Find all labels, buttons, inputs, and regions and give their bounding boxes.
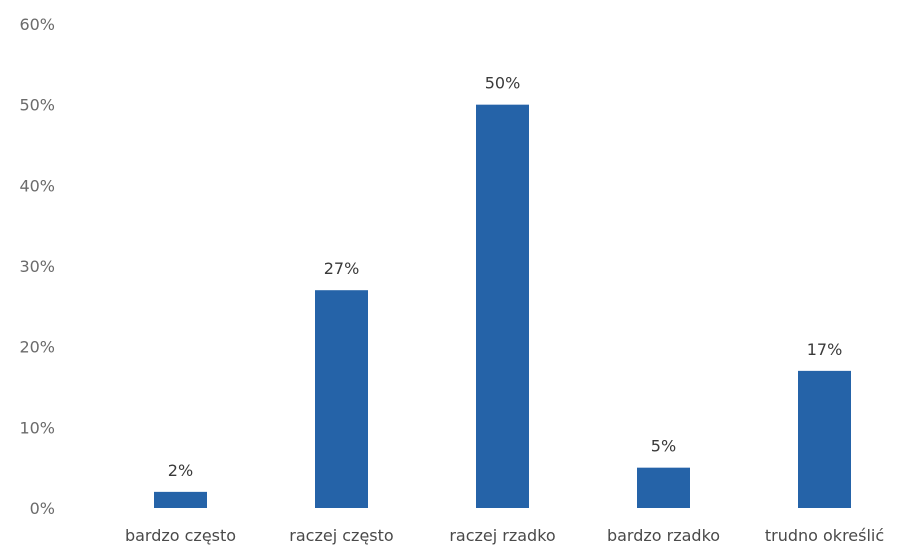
y-tick-label: 0%: [30, 499, 55, 518]
bar: [637, 467, 690, 508]
y-tick-label: 60%: [19, 15, 55, 34]
bar: [154, 491, 207, 508]
x-axis: bardzo często raczej często raczej rzadko b…: [125, 526, 884, 545]
bar: [476, 104, 529, 509]
x-tick-label: raczej często: [289, 526, 393, 545]
data-labels: 2% 27% 50% 5% 17%: [168, 74, 842, 480]
x-tick-label: bardzo często: [125, 526, 236, 545]
y-tick-label: 30%: [19, 257, 55, 276]
data-label: 2%: [168, 461, 193, 480]
bars: [154, 104, 851, 509]
x-tick-label: bardzo rzadko: [607, 526, 720, 545]
bar: [798, 370, 851, 508]
y-tick-label: 50%: [19, 96, 55, 115]
y-tick-label: 40%: [19, 176, 55, 195]
data-label: 27%: [324, 259, 360, 278]
data-label: 50%: [485, 74, 521, 93]
y-axis: 0% 10% 20% 30% 40% 50% 60%: [19, 15, 55, 518]
x-tick-label: trudno określić: [765, 526, 884, 545]
data-label: 5%: [651, 437, 676, 456]
x-tick-label: raczej rzadko: [449, 526, 555, 545]
y-tick-label: 20%: [19, 338, 55, 357]
data-label: 17%: [807, 340, 843, 359]
y-tick-label: 10%: [19, 418, 55, 437]
bar: [315, 290, 368, 508]
